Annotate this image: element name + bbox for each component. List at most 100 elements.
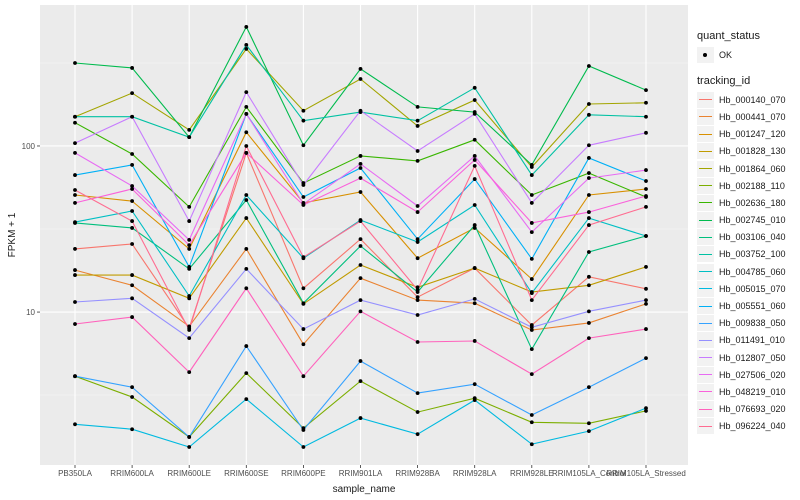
data-point xyxy=(472,203,477,207)
data-point xyxy=(529,413,534,417)
data-point xyxy=(301,203,306,207)
data-point xyxy=(301,143,306,148)
data-point xyxy=(587,223,591,227)
data-point xyxy=(358,244,363,248)
data-point xyxy=(587,210,591,214)
data-point xyxy=(130,385,135,390)
data-point xyxy=(529,201,534,205)
data-point xyxy=(301,445,306,449)
data-point xyxy=(472,154,477,158)
data-point xyxy=(187,219,192,223)
legend-item: Hb_001828_130 xyxy=(697,143,786,160)
data-point xyxy=(187,243,192,248)
x-tick-label: RRIM105LA_Stressed xyxy=(606,469,686,478)
line-key-icon xyxy=(697,91,714,108)
data-point xyxy=(73,422,77,427)
data-point xyxy=(130,242,135,246)
legend: quant_status OK tracking_id Hb_000140_07… xyxy=(697,30,786,435)
data-point xyxy=(472,112,477,116)
data-point xyxy=(130,199,135,203)
data-point xyxy=(529,277,534,281)
data-point xyxy=(415,159,420,163)
data-point xyxy=(472,163,477,168)
data-point xyxy=(73,193,77,197)
data-point xyxy=(130,91,135,96)
data-point xyxy=(358,263,363,267)
x-tick-label: RRIM600PE xyxy=(281,469,325,478)
data-point xyxy=(415,340,420,344)
data-point xyxy=(529,328,534,332)
data-point xyxy=(358,161,363,166)
data-point xyxy=(587,421,591,426)
data-point xyxy=(244,397,249,402)
data-point xyxy=(472,297,477,301)
data-point xyxy=(130,187,135,191)
data-point xyxy=(187,247,192,251)
legend-item: Hb_002636_180 xyxy=(697,194,786,211)
data-point xyxy=(244,130,249,135)
data-point xyxy=(587,429,591,433)
data-point xyxy=(244,216,249,220)
line-key-icon xyxy=(697,315,714,332)
data-point xyxy=(73,114,77,119)
line-key-icon xyxy=(697,298,714,315)
line-key-icon xyxy=(697,280,714,297)
point-key-icon xyxy=(697,46,714,63)
data-point xyxy=(73,220,77,225)
legend-label: Hb_011491_010 xyxy=(719,335,785,346)
x-tick-label: RRIM105LA_Control xyxy=(552,469,626,478)
data-point xyxy=(529,442,534,447)
legend-title-quant-status: quant_status xyxy=(697,30,760,42)
data-point xyxy=(529,291,534,296)
legend-item: Hb_027506_020 xyxy=(697,366,786,383)
x-tick-label: RRIM901LA xyxy=(339,469,383,478)
y-tick-label: 10 xyxy=(26,308,35,317)
data-point xyxy=(244,112,249,116)
data-point xyxy=(73,61,77,65)
data-point xyxy=(301,195,306,199)
data-point xyxy=(587,336,591,341)
legend-label: Hb_001864_060 xyxy=(719,163,786,174)
legend-item: Hb_011491_010 xyxy=(697,332,786,349)
data-point xyxy=(130,226,135,230)
data-point xyxy=(415,149,420,153)
legend-item: Hb_001864_060 xyxy=(697,160,786,177)
data-point xyxy=(244,47,249,51)
legend-item: Hb_012807_050 xyxy=(697,349,786,366)
legend-item: Hb_000140_070 xyxy=(697,91,786,108)
line-key-icon xyxy=(697,177,714,194)
legend-item: Hb_005015_070 xyxy=(697,280,786,297)
data-point xyxy=(187,294,192,298)
data-point xyxy=(644,114,648,119)
data-point xyxy=(415,432,420,437)
data-point xyxy=(587,309,591,314)
legend-label: Hb_003752_100 xyxy=(719,249,786,260)
data-point xyxy=(415,124,420,128)
legend-item: Hb_096224_040 xyxy=(697,418,786,435)
data-point xyxy=(587,112,591,117)
line-key-icon xyxy=(697,383,714,400)
data-point xyxy=(358,190,363,194)
data-point xyxy=(587,385,591,390)
x-axis-label: sample_name xyxy=(333,484,396,495)
data-point xyxy=(472,137,477,142)
data-point xyxy=(472,301,477,306)
line-key-icon xyxy=(697,366,714,383)
data-point xyxy=(187,336,192,341)
data-point xyxy=(644,286,648,291)
data-point xyxy=(472,398,477,403)
data-point xyxy=(644,298,648,303)
data-point xyxy=(587,64,591,68)
data-point xyxy=(244,286,249,291)
data-point xyxy=(358,166,363,170)
line-key-icon xyxy=(697,263,714,280)
data-point xyxy=(587,156,591,160)
data-point xyxy=(587,250,591,254)
data-point xyxy=(130,219,135,223)
legend-item: Hb_076693_020 xyxy=(697,401,786,418)
data-point xyxy=(130,184,135,188)
legend-item: Hb_048219_010 xyxy=(697,383,786,400)
legend-label: Hb_001828_130 xyxy=(719,146,786,157)
data-point xyxy=(644,100,648,105)
x-tick-label: RRIM600LA xyxy=(110,469,154,478)
